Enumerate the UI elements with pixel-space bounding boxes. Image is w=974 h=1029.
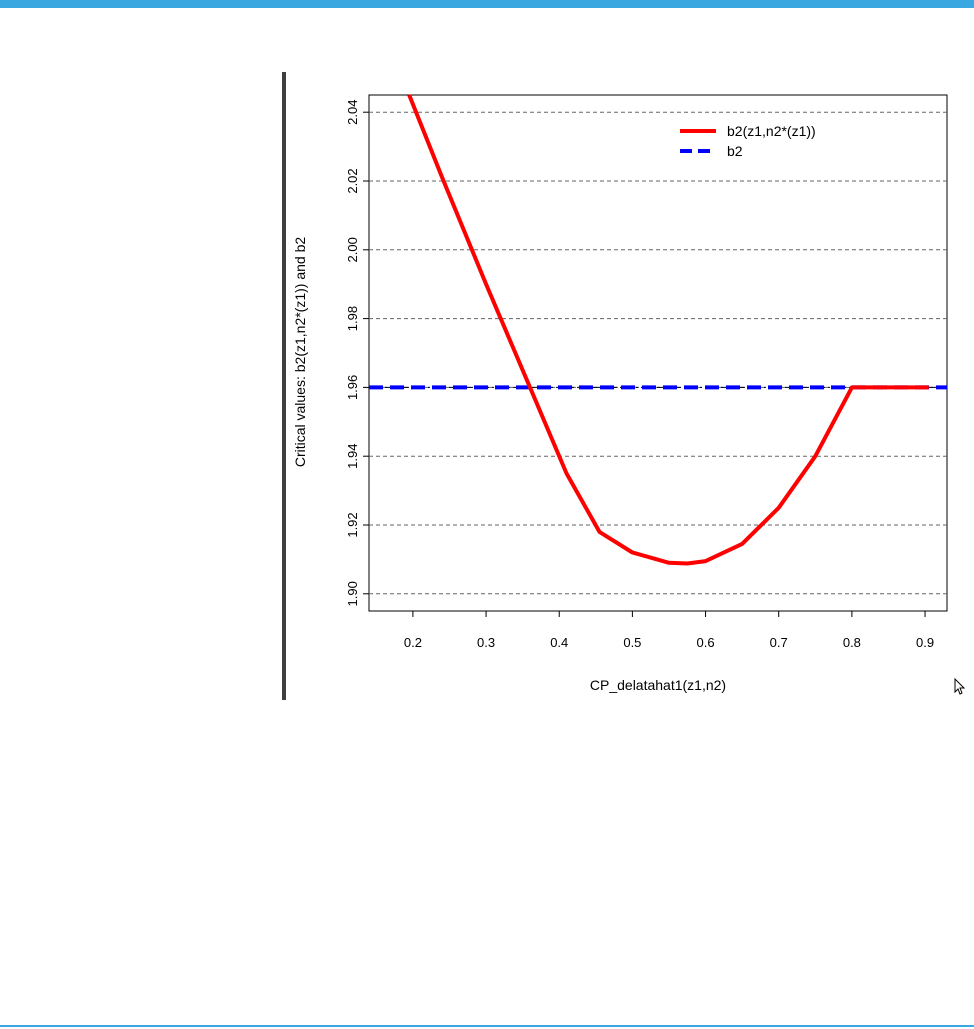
- x-tick-label: 0.6: [697, 635, 715, 650]
- x-tick-label: 0.5: [623, 635, 641, 650]
- y-axis-label: Critical values: b2(z1,n2*(z1)) and b2: [292, 237, 308, 468]
- x-tick-label: 0.8: [843, 635, 861, 650]
- grid-lines: [369, 111, 947, 595]
- series-line-b2-z1: [407, 94, 929, 566]
- window-bottom-line: [0, 1025, 974, 1027]
- legend-label-b2: b2: [727, 143, 743, 159]
- mouse-cursor-icon: [954, 678, 966, 695]
- x-axis: 0.2 0.3 0.4 0.5 0.6 0.7 0.8 0.9: [404, 611, 934, 650]
- x-tick-label: 0.4: [550, 635, 568, 650]
- legend: b2(z1,n2*(z1)) b2: [680, 123, 816, 159]
- x-tick-label: 0.2: [404, 635, 422, 650]
- y-tick-label: 2.00: [345, 237, 360, 262]
- window-top-bar: [0, 0, 974, 8]
- legend-label-b2-z1: b2(z1,n2*(z1)): [727, 123, 816, 139]
- x-tick-label: 0.9: [916, 635, 934, 650]
- y-tick-label: 1.94: [345, 444, 360, 469]
- y-tick-label: 2.02: [345, 168, 360, 193]
- x-axis-label: CP_delatahat1(z1,n2): [590, 677, 726, 693]
- y-tick-label: 2.04: [345, 100, 360, 125]
- y-axis: 1.90 1.92 1.94 1.96 1.98 2.00 2.02 2.04: [345, 100, 369, 606]
- panel-divider: [282, 72, 286, 700]
- x-tick-label: 0.3: [477, 635, 495, 650]
- y-tick-label: 1.96: [345, 375, 360, 400]
- y-tick-label: 1.92: [345, 512, 360, 537]
- x-tick-label: 0.7: [770, 635, 788, 650]
- series-group: [369, 94, 947, 566]
- plot-frame: [368, 94, 948, 612]
- y-tick-label: 1.98: [345, 306, 360, 331]
- y-tick-label: 1.90: [345, 581, 360, 606]
